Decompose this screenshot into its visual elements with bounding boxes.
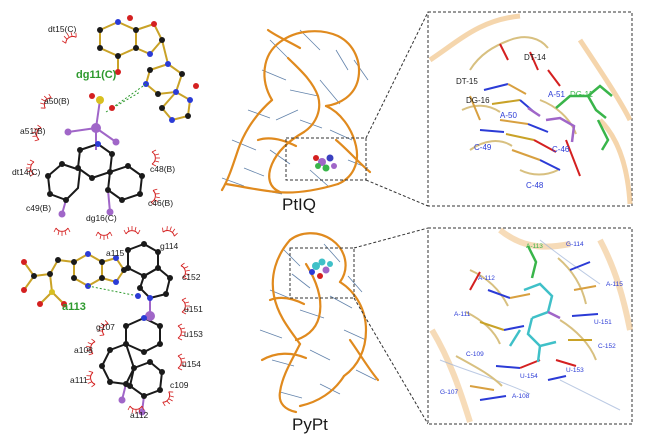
residue-label: c49(B) — [26, 203, 51, 213]
residue-label: a108 — [74, 345, 93, 355]
residue-labels-bottom: a115 g114 c152 u151 u153 g107 u154 a108 … — [70, 241, 203, 420]
rna-structure-bottom: PyPt — [259, 232, 380, 434]
closeup-label: C-109 — [466, 351, 484, 358]
a113-label: a113 — [62, 301, 86, 313]
residue-label: c152 — [182, 272, 201, 282]
closeup-label: A-50 — [500, 111, 517, 120]
a113-atoms — [21, 251, 127, 307]
closeup-bottom: A-113 G-114 A-112 A-115 A-111 U-151 C-15… — [427, 227, 633, 425]
residue-label: g114 — [160, 241, 179, 251]
hbond-lines-bottom — [87, 285, 139, 297]
closeup-bottom-backbone — [455, 257, 597, 387]
closeup-label: A-51 — [548, 90, 565, 99]
dg11-label: dg11(C) — [76, 69, 117, 81]
closeup-label: C-46 — [552, 145, 570, 154]
residue-label: a112 — [130, 410, 149, 420]
rna-rungs-top — [221, 29, 369, 195]
residue-label: a111 — [70, 375, 88, 385]
closeup-bottom-labels: A-113 G-114 A-112 A-115 A-111 U-151 C-15… — [440, 241, 623, 400]
residue-labels-top: dt15(C) a50(B) a51(B) dt14(C) c48(B) c46… — [12, 24, 175, 223]
closeup-label: U-154 — [520, 373, 538, 380]
ptiq-atoms — [45, 93, 145, 218]
residue-label: a51(B) — [20, 126, 46, 136]
residue-label: u151 — [184, 304, 203, 314]
residue-label: g107 — [96, 322, 115, 332]
closeup-top: DT-15 DT-14 DG-16 A-51 DG-11 A-50 C-49 C… — [427, 11, 633, 207]
ligplot-bottom: a113 a115 g114 c152 u151 u153 g107 u154 … — [21, 223, 203, 420]
residue-label: c109 — [170, 380, 189, 390]
closeup-bottom-background-ribbon — [429, 227, 633, 423]
closeup-label: A-111 — [454, 311, 471, 318]
closeup-label: A-115 — [606, 281, 623, 288]
closeup-label: A-113 — [526, 243, 543, 250]
closeup-label: DG-16 — [466, 96, 490, 105]
ligplot-top: dg11(C) dt15(C) a50(B) a51(B) dt14(C) c4… — [12, 15, 199, 241]
closeup-top-ptiq — [527, 84, 613, 151]
closeup-label: C-152 — [598, 343, 616, 350]
closeup-label: DT-14 — [524, 53, 546, 62]
residue-label: dt14(C) — [12, 167, 41, 177]
residue-label: u153 — [184, 329, 203, 339]
rna-backbone-top — [220, 28, 372, 194]
closeup-bottom-pypt — [508, 245, 561, 363]
closeup-top-labels: DT-15 DT-14 DG-16 A-51 DG-11 A-50 C-49 C… — [456, 53, 594, 190]
closeup-label: G-107 — [440, 389, 458, 396]
pypt-structure-label: PyPt — [292, 415, 328, 434]
hbond-lines-top — [105, 83, 147, 113]
residue-label: a115 — [106, 248, 125, 258]
residue-label: dg16(C) — [86, 213, 117, 223]
closeup-label: G-114 — [566, 241, 584, 248]
closeup-label: C-48 — [526, 181, 544, 190]
closeup-label: A-112 — [478, 275, 495, 282]
residue-label: c48(B) — [150, 164, 175, 174]
closeup-label: U-153 — [566, 367, 584, 374]
closeup-label: C-49 — [474, 143, 492, 152]
focus-box-top — [285, 137, 367, 181]
pypt-bound-ligand — [309, 258, 333, 279]
closeup-bottom-stick-bases — [469, 261, 599, 401]
closeup-label: DG-11 — [570, 90, 594, 99]
zoom-connectors — [353, 11, 429, 425]
ptiq-structure-label: PtIQ — [282, 195, 316, 214]
rna-structure-top: PtIQ — [220, 28, 372, 214]
focus-box-bottom — [289, 247, 355, 299]
closeup-top-background-ribbon — [428, 13, 633, 205]
residue-label: a50(B) — [44, 96, 70, 106]
dg11-atoms — [97, 15, 199, 123]
closeup-label: A-108 — [512, 393, 530, 400]
residue-label: c46(B) — [148, 198, 173, 208]
pypt-atoms — [99, 241, 173, 416]
rna-backbone-bottom — [260, 232, 380, 414]
closeup-label: DT-15 — [456, 77, 478, 86]
ptiq-ligand-bonds — [46, 99, 144, 215]
closeup-bottom-blue-bg — [439, 239, 621, 411]
residue-label: u154 — [182, 359, 201, 369]
ptiq-bound-ligand — [313, 154, 337, 172]
closeup-label: U-151 — [594, 319, 612, 326]
residue-label: dt15(C) — [48, 24, 77, 34]
